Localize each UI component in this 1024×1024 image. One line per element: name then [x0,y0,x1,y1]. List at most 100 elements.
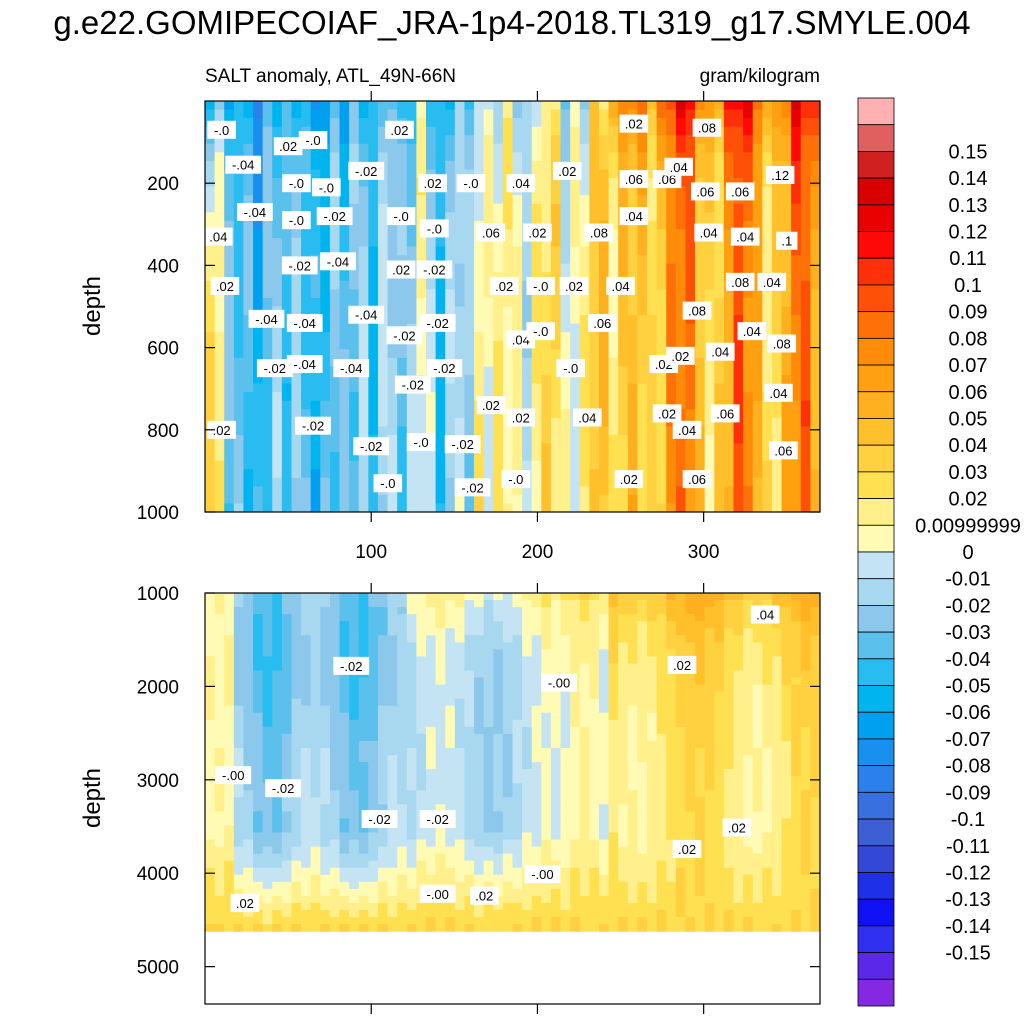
field-cell [502,874,514,883]
field-cell [205,733,216,742]
field-cell [810,332,820,342]
contour-label: .1 [776,231,798,250]
field-cell [502,670,514,679]
field-cell [301,340,312,350]
field-cell [512,126,523,136]
field-cell [291,169,302,179]
field-cell [579,392,590,402]
field-cell [262,677,273,686]
y-tick-label: 800 [147,421,179,442]
field-cell [320,719,331,728]
field-cell [483,417,494,427]
field-cell [387,705,398,714]
field-cell [522,152,533,162]
field-cell [512,825,523,834]
field-cell [281,670,293,679]
field-cell [483,297,494,308]
field-cell [618,383,629,393]
field-cell [224,888,235,897]
field-cell [243,600,254,608]
field-cell [243,503,254,512]
field-cell [253,677,264,686]
field-cell [310,503,321,512]
field-cell [647,246,658,256]
field-cell [666,203,677,213]
field-cell [387,349,398,359]
field-cell [377,628,389,636]
field-cell [426,684,437,693]
field-cell [541,357,552,368]
field-cell [445,340,456,350]
field-cell [704,417,715,427]
field-cell [637,306,648,316]
field-cell [262,229,273,239]
field-cell [205,486,216,496]
field-cell [233,400,245,410]
field-cell [426,762,437,770]
field-cell [771,203,783,213]
field-cell [387,366,398,376]
field-cell [560,220,571,231]
field-cell [570,469,581,479]
field-cell [637,238,648,248]
field-cell [695,289,706,299]
field-cell [291,297,302,308]
field-cell [695,409,706,419]
field-cell [435,902,446,911]
field-cell [358,726,369,735]
field-cell [377,593,389,601]
field-cell [416,755,427,763]
field-cell [339,776,350,784]
field-cell [416,684,427,693]
field-cell [214,839,225,848]
field-cell [685,366,696,376]
field-cell [224,332,235,342]
field-cell [512,600,523,608]
field-cell [426,238,437,248]
field-cell [550,409,562,419]
field-cell [205,255,216,265]
contour-label: -.02 [419,313,456,332]
field-cell [224,705,235,714]
field-cell [301,460,312,470]
field-cell [205,917,216,925]
field-cell [435,246,446,256]
field-cell [771,143,783,153]
contour-label: .02 [207,420,236,439]
field-cell [329,323,341,333]
field-cell [522,349,533,359]
field-cell [349,846,360,855]
contour-label: .04 [619,207,649,226]
field-cell [262,917,273,925]
field-cell [675,126,687,136]
field-cell [272,698,283,707]
field-cell [368,642,379,650]
field-cell [733,109,744,119]
field-cell [262,656,273,665]
field-cell [723,383,735,393]
field-cell [406,392,418,402]
field-cell [483,783,494,791]
field-cell [570,238,581,248]
upper-frame [204,100,821,513]
field-cell [743,426,754,436]
field-cell [589,126,600,136]
field-cell [627,238,639,248]
field-cell [743,452,754,462]
field-cell [483,315,494,325]
field-cell [387,663,398,672]
field-cell [387,783,398,791]
field-cell [474,762,485,770]
field-cell [666,323,677,333]
field-cell [743,503,754,512]
field-cell [205,839,216,848]
field-cell [541,375,552,385]
field-cell [406,593,418,601]
field-cell [550,853,562,862]
field-cell [387,229,398,239]
field-cell [522,712,533,721]
field-cell [502,790,514,798]
field-cell [233,811,245,820]
field-cell [502,762,514,770]
contour-label: .08 [725,272,755,291]
